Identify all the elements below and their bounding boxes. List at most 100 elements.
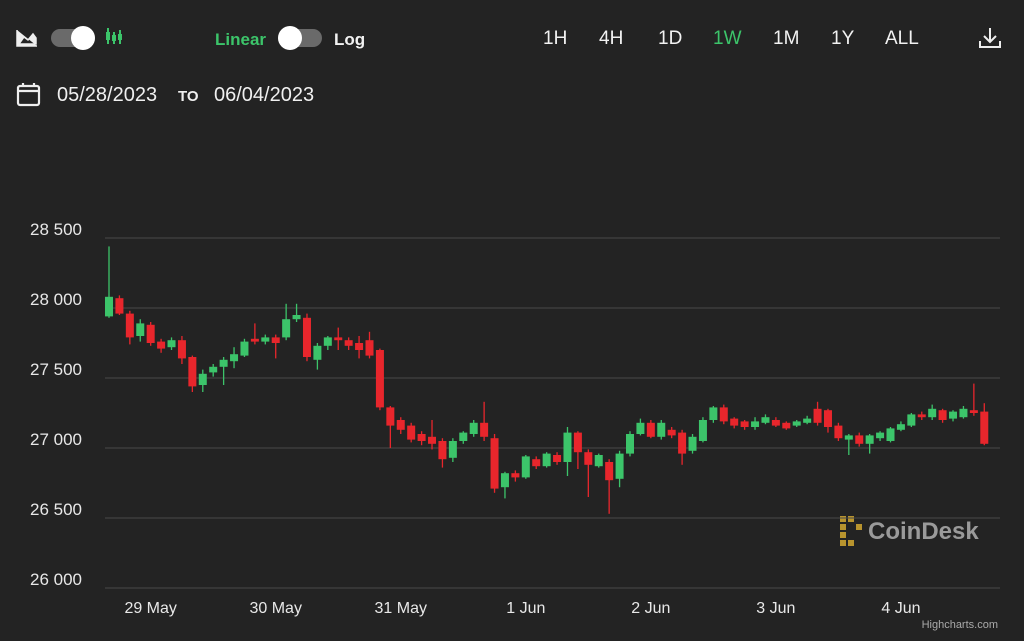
- x-tick-label: 31 May: [375, 600, 427, 617]
- y-tick-label: 27 500: [30, 360, 82, 379]
- candle-body: [688, 436, 697, 451]
- candle-body: [709, 407, 718, 420]
- candle-body: [563, 432, 572, 462]
- candle-body: [865, 435, 874, 444]
- credits[interactable]: Highcharts.com: [922, 619, 998, 631]
- range-button[interactable]: 1D: [658, 28, 683, 49]
- candle-body: [188, 357, 197, 387]
- candle-body: [230, 354, 239, 362]
- candle-body: [198, 373, 207, 385]
- candle-body: [115, 298, 124, 314]
- candle-body: [302, 317, 311, 357]
- candle-body: [584, 452, 593, 465]
- candle-body: [761, 417, 770, 423]
- candle-body: [250, 338, 259, 342]
- x-tick-label: 29 May: [124, 600, 176, 617]
- candle-body: [813, 408, 822, 423]
- candle-body: [323, 337, 332, 346]
- candle-body: [636, 422, 645, 434]
- candle-body: [355, 343, 364, 350]
- candle-body: [553, 455, 562, 462]
- y-tick-label: 28 000: [30, 290, 82, 309]
- candle-body: [146, 324, 155, 343]
- candle-body: [949, 411, 958, 419]
- candle-body: [771, 420, 780, 426]
- candle-body: [240, 341, 249, 356]
- y-tick-label: 28 500: [30, 220, 82, 239]
- candle-body: [396, 420, 405, 430]
- candle-body: [365, 340, 374, 356]
- candle-body: [698, 420, 707, 441]
- candle-body: [855, 435, 864, 444]
- candle-body: [969, 410, 978, 413]
- candle-body: [980, 411, 989, 444]
- x-tick-label: 2 Jun: [631, 600, 670, 617]
- candle-body: [219, 359, 228, 367]
- candle-body: [407, 425, 416, 440]
- date-separator: TO: [178, 88, 199, 105]
- candle-body: [730, 418, 739, 426]
- y-tick-label: 26 500: [30, 500, 82, 519]
- candle-body: [469, 422, 478, 434]
- range-button[interactable]: 1H: [543, 28, 568, 49]
- candle-body: [438, 441, 447, 460]
- x-tick-label: 3 Jun: [756, 600, 795, 617]
- candle-body: [261, 337, 270, 342]
- y-tick-label: 26 000: [30, 570, 82, 589]
- candle-body: [417, 434, 426, 441]
- x-tick-label: 1 Jun: [506, 600, 545, 617]
- date-to[interactable]: 06/04/2023: [214, 84, 315, 106]
- candle-body: [782, 422, 791, 429]
- date-from[interactable]: 05/28/2023: [57, 84, 158, 106]
- candle-body: [313, 345, 322, 360]
- candle-body: [386, 407, 395, 426]
- candle-body: [428, 436, 437, 444]
- download-icon[interactable]: [978, 26, 1002, 50]
- candle-body: [938, 410, 947, 420]
- range-button[interactable]: 1M: [773, 28, 800, 49]
- candle-body: [511, 473, 520, 478]
- candle-body: [375, 350, 384, 408]
- candle-body: [105, 296, 113, 317]
- candle-body: [792, 421, 801, 426]
- candle-body: [646, 422, 655, 437]
- candle-body: [896, 424, 905, 430]
- candle-body: [573, 432, 582, 453]
- candle-body: [177, 340, 186, 359]
- watermark-logo: [840, 516, 862, 546]
- scale-option[interactable]: Linear: [215, 30, 267, 49]
- candle-body: [823, 410, 832, 427]
- candle-body: [719, 407, 728, 422]
- candle-body: [334, 337, 343, 341]
- chart-type-toggle[interactable]: [51, 26, 95, 50]
- candle-body: [521, 456, 530, 478]
- candle-body: [834, 425, 843, 439]
- y-tick-label: 27 000: [30, 430, 82, 449]
- candle-body: [615, 453, 624, 479]
- candle-body: [959, 408, 968, 418]
- range-button[interactable]: 1W: [713, 28, 742, 49]
- range-button[interactable]: ALL: [885, 28, 919, 49]
- toggle-knob: [71, 26, 95, 50]
- candle-body: [928, 408, 937, 418]
- range-button[interactable]: 1Y: [831, 28, 855, 49]
- scale-option[interactable]: Log: [334, 30, 366, 49]
- calendar-icon[interactable]: [16, 82, 42, 108]
- candle-body: [678, 432, 687, 454]
- scale-toggle[interactable]: [278, 26, 322, 50]
- candle-body: [125, 313, 134, 338]
- candle-body: [292, 315, 301, 320]
- candle-body: [917, 414, 926, 418]
- range-button[interactable]: 4H: [599, 28, 624, 49]
- candle-body: [448, 441, 457, 458]
- candle-body: [282, 319, 291, 338]
- area-chart-icon[interactable]: [16, 28, 38, 48]
- candle-chart-icon[interactable]: [104, 26, 124, 46]
- toggle-knob: [278, 26, 302, 50]
- candle-body: [532, 459, 541, 467]
- candle-body: [740, 421, 749, 427]
- x-tick-label: 30 May: [249, 600, 301, 617]
- x-tick-label: 4 Jun: [881, 600, 920, 617]
